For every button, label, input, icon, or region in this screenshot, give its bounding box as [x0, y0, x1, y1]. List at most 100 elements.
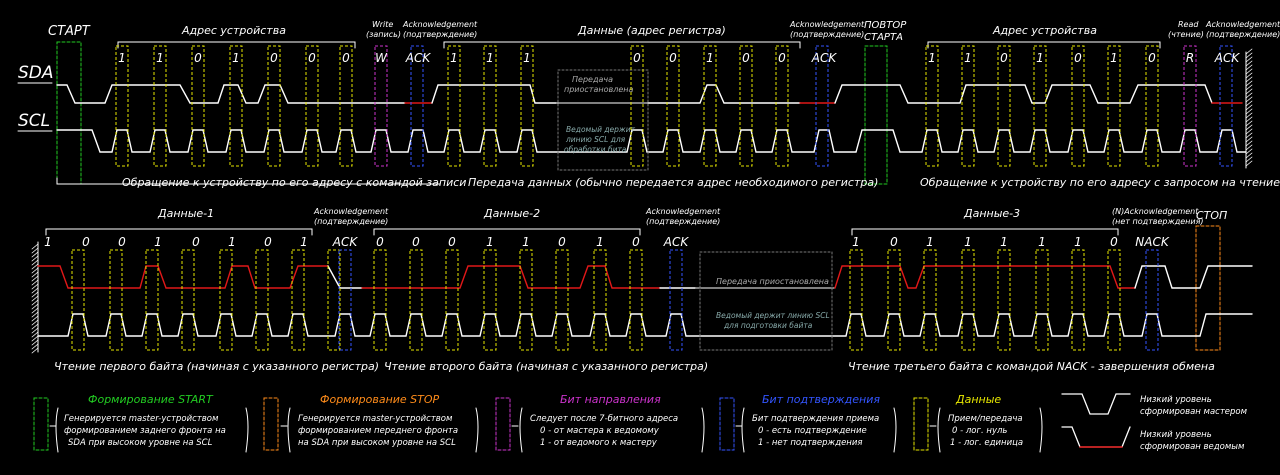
sda-row2-data2	[361, 265, 661, 289]
legend-start-l2: формированием заднего фронта на	[64, 426, 226, 436]
read-bit-label: R	[1186, 51, 1194, 65]
legend-ack-l2: 0 - есть подтверждение	[758, 426, 867, 436]
addr-bit-label: 0	[308, 51, 316, 65]
data-bit-label: 1	[706, 51, 714, 65]
data3-bit-box	[997, 249, 1011, 351]
data1-bit-box	[291, 249, 305, 351]
data1-bit-label: 0	[118, 235, 126, 249]
addr-bit-label: 1	[156, 51, 164, 65]
legend-data-title: Данные	[955, 393, 1001, 406]
sda-row2-ack1	[327, 265, 363, 289]
addr-bit-label: 0	[270, 51, 278, 65]
addr2-bit-label: 1	[1036, 51, 1044, 65]
restart-marker	[864, 45, 888, 185]
data2-bit-box	[593, 249, 607, 351]
legend-data-l2: 0 - лог. нуль	[952, 426, 1007, 436]
ack-bit-label-1: ACK	[405, 51, 432, 65]
data2-bit-label: 1	[486, 235, 494, 249]
nack-label: NACK	[1135, 235, 1170, 249]
pause2-text: Передача приостановлена	[716, 277, 829, 286]
data-bit-box	[739, 45, 753, 167]
addr2-bit-label: 1	[964, 51, 972, 65]
pause-text-1: Передача	[572, 75, 613, 84]
data2-bit-box	[629, 249, 643, 351]
data-bit-label: 1	[486, 51, 494, 65]
address2-title: Адрес устройства	[992, 24, 1097, 37]
data-bit-label: 0	[633, 51, 641, 65]
legend-ack-l1: Бит подтверждения приема	[752, 414, 879, 424]
legend-dir-l2: 0 - от мастера к ведомому	[540, 426, 660, 436]
data-bit-box	[666, 45, 680, 167]
data-bit-box	[703, 45, 717, 167]
data-bit-box	[520, 45, 534, 167]
legend-data-swatch	[913, 397, 929, 451]
data1-bit-label: 1	[154, 235, 162, 249]
caption-write: Обращение к устройству по его адресу с к…	[122, 176, 466, 189]
legend-stop-l3: на SDA при высоком уровне на SCL	[298, 438, 456, 448]
data3-bit-box	[923, 249, 937, 351]
data3-bit-box	[1107, 249, 1121, 351]
addr2-bit-label: 0	[1000, 51, 1008, 65]
data1-bit-box	[255, 249, 269, 351]
scl-wave-row1	[56, 129, 1247, 153]
scl-label: SCL	[18, 111, 50, 131]
legend-master-l1: Низкий уровень	[1140, 395, 1212, 405]
legend-start-title: Формирование START	[88, 393, 214, 406]
sda-wave-data-a	[431, 84, 557, 104]
legend-master-l2: сформирован мастером	[1140, 407, 1248, 417]
addr2-bit-label: 1	[1110, 51, 1118, 65]
write-bit-label: W	[375, 51, 388, 65]
data1-bit-box	[109, 249, 123, 351]
addr-bit-label: 0	[194, 51, 202, 65]
hold-text-2: линию SCL для	[565, 135, 626, 144]
data2-bit-box	[373, 249, 387, 351]
data1-bit-box	[219, 249, 233, 351]
data2-bit-box	[555, 249, 569, 351]
legend-stop-l1: Генерируется master-устройством	[298, 414, 453, 424]
data1-brace	[45, 228, 313, 236]
ack-title-r2b: Acknowledgement	[645, 207, 721, 216]
addr-bit-label: 1	[232, 51, 240, 65]
ack-bit-box-1	[410, 45, 424, 167]
data-title: Данные (адрес регистра)	[577, 24, 726, 37]
data3-bit-label: 0	[1110, 235, 1118, 249]
nack-title: (N)Acknowledgement	[1112, 207, 1199, 216]
addr-bit-box	[229, 45, 243, 167]
addr2-bit-box	[961, 45, 975, 167]
ack-sub-r2b: (подтверждение)	[646, 217, 720, 226]
stop-marker	[1195, 225, 1221, 351]
data1-bit-label: 0	[192, 235, 200, 249]
ack-title-2: Acknowledgement	[789, 20, 865, 29]
addr-bit-box	[191, 45, 205, 167]
addr-bit-label: 0	[342, 51, 350, 65]
pause-text-2: приостановлена	[564, 85, 633, 94]
data1-title: Данные-1	[157, 207, 214, 220]
data1-bit-label: 0	[264, 235, 272, 249]
data1-bit-label: 1	[44, 235, 52, 249]
data1-bit-box	[327, 249, 341, 351]
data2-bit-label: 1	[522, 235, 530, 249]
pause-box-row1	[557, 69, 649, 171]
legend-dir-l3: 1 - от ведомого к мастеру	[540, 438, 658, 448]
restart-label-2: СТАРТА	[864, 32, 903, 43]
data1-bit-box	[145, 249, 159, 351]
data2-title: Данные-2	[483, 207, 540, 220]
write-bit-box	[374, 45, 388, 167]
data3-brace	[851, 228, 1119, 236]
start-label: СТАРТ	[48, 24, 91, 39]
data3-bit-box	[1035, 249, 1049, 351]
ack-box-r2b	[669, 249, 683, 351]
ack-bit-label-2: ACK	[811, 51, 838, 65]
ack-sub-r2a: (подтверждение)	[314, 217, 388, 226]
data2-bit-label: 0	[558, 235, 566, 249]
data3-bit-box	[1071, 249, 1085, 351]
sda-label: SDA	[18, 63, 54, 83]
legend-stop-swatch	[263, 397, 279, 451]
legend-ack-title: Бит подтверждения	[762, 393, 880, 406]
addr-bit-box	[267, 45, 281, 167]
caption-read2: Чтение второго байта (начиная с указанно…	[384, 360, 708, 373]
ack-bit-label-3: ACK	[1214, 51, 1241, 65]
addr-bit-box	[115, 45, 129, 167]
addr-bit-label: 1	[118, 51, 126, 65]
sda-wave-addr	[56, 84, 376, 104]
